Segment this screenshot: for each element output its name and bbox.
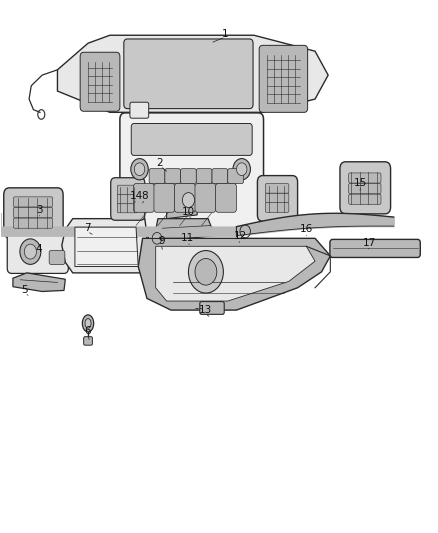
Text: 7: 7 — [84, 223, 91, 233]
FancyBboxPatch shape — [111, 177, 145, 220]
FancyBboxPatch shape — [196, 168, 212, 183]
FancyBboxPatch shape — [13, 197, 53, 207]
Polygon shape — [57, 35, 328, 112]
Text: 15: 15 — [354, 177, 367, 188]
FancyBboxPatch shape — [265, 203, 289, 212]
Polygon shape — [155, 219, 215, 241]
Text: 12: 12 — [233, 231, 247, 241]
FancyBboxPatch shape — [130, 102, 149, 118]
Ellipse shape — [237, 163, 247, 175]
Ellipse shape — [131, 159, 148, 180]
FancyBboxPatch shape — [349, 183, 381, 193]
Ellipse shape — [82, 315, 94, 332]
FancyBboxPatch shape — [4, 188, 63, 238]
Ellipse shape — [233, 159, 251, 180]
Polygon shape — [155, 246, 315, 301]
Text: 16: 16 — [300, 224, 313, 235]
FancyBboxPatch shape — [49, 251, 65, 264]
FancyBboxPatch shape — [13, 218, 53, 228]
Text: 4: 4 — [36, 244, 42, 254]
FancyBboxPatch shape — [13, 207, 53, 217]
FancyBboxPatch shape — [265, 183, 289, 193]
Text: 6: 6 — [84, 326, 91, 336]
Ellipse shape — [20, 239, 41, 264]
FancyBboxPatch shape — [195, 183, 216, 212]
FancyBboxPatch shape — [180, 168, 196, 183]
FancyBboxPatch shape — [258, 175, 297, 221]
FancyBboxPatch shape — [165, 168, 180, 183]
FancyBboxPatch shape — [174, 183, 195, 212]
FancyBboxPatch shape — [330, 239, 420, 257]
FancyBboxPatch shape — [200, 302, 224, 314]
Polygon shape — [166, 200, 197, 219]
FancyBboxPatch shape — [265, 193, 289, 203]
FancyBboxPatch shape — [117, 203, 138, 213]
FancyBboxPatch shape — [134, 183, 154, 212]
Ellipse shape — [24, 244, 36, 259]
Ellipse shape — [134, 163, 145, 175]
FancyBboxPatch shape — [212, 168, 228, 183]
Text: 9: 9 — [158, 236, 165, 246]
Text: 17: 17 — [363, 238, 376, 247]
Polygon shape — [75, 227, 138, 266]
Text: 10: 10 — [182, 207, 195, 217]
Polygon shape — [13, 273, 65, 292]
Text: 11: 11 — [181, 233, 194, 244]
Ellipse shape — [195, 259, 217, 285]
Text: 14: 14 — [129, 191, 143, 201]
FancyBboxPatch shape — [215, 183, 237, 212]
FancyBboxPatch shape — [154, 183, 175, 212]
Polygon shape — [62, 219, 147, 273]
Text: 3: 3 — [36, 205, 42, 215]
Text: 2: 2 — [157, 158, 163, 168]
FancyBboxPatch shape — [349, 173, 381, 183]
FancyBboxPatch shape — [259, 45, 307, 112]
Text: 5: 5 — [21, 285, 28, 295]
FancyBboxPatch shape — [149, 168, 165, 183]
Text: 1: 1 — [222, 29, 229, 39]
FancyBboxPatch shape — [117, 185, 138, 195]
FancyBboxPatch shape — [7, 230, 68, 273]
Ellipse shape — [188, 251, 223, 293]
Ellipse shape — [85, 319, 91, 328]
FancyBboxPatch shape — [124, 39, 253, 109]
Text: 8: 8 — [141, 191, 148, 201]
FancyBboxPatch shape — [131, 124, 252, 156]
Polygon shape — [138, 238, 330, 310]
Ellipse shape — [182, 192, 194, 207]
FancyBboxPatch shape — [228, 168, 244, 183]
FancyBboxPatch shape — [117, 194, 138, 204]
FancyBboxPatch shape — [120, 113, 264, 232]
FancyBboxPatch shape — [84, 337, 92, 345]
FancyBboxPatch shape — [80, 52, 120, 111]
FancyBboxPatch shape — [340, 162, 391, 214]
Text: 13: 13 — [198, 305, 212, 315]
FancyBboxPatch shape — [349, 194, 381, 204]
